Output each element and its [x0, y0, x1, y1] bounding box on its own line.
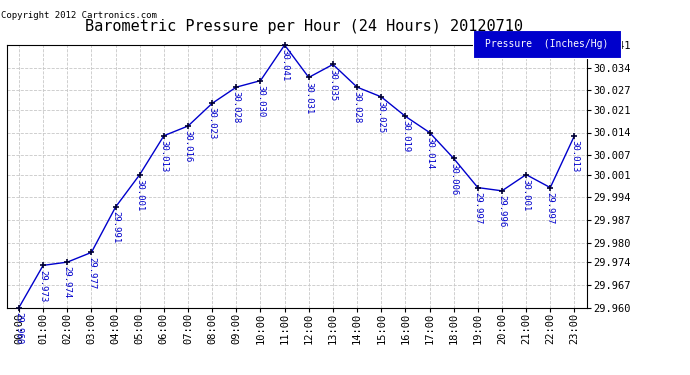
Text: Copyright 2012 Cartronics.com: Copyright 2012 Cartronics.com — [1, 11, 157, 20]
Text: 30.001: 30.001 — [135, 179, 144, 211]
Text: 30.035: 30.035 — [328, 69, 337, 101]
Text: 30.028: 30.028 — [353, 91, 362, 123]
Text: 29.997: 29.997 — [546, 192, 555, 224]
Text: 29.991: 29.991 — [111, 211, 120, 243]
Text: 30.013: 30.013 — [159, 140, 168, 172]
Text: 30.013: 30.013 — [570, 140, 579, 172]
Text: 29.977: 29.977 — [87, 256, 96, 289]
Text: Barometric Pressure per Hour (24 Hours) 20120710: Barometric Pressure per Hour (24 Hours) … — [85, 19, 522, 34]
Text: 30.041: 30.041 — [280, 49, 289, 81]
Text: 30.030: 30.030 — [256, 85, 265, 117]
Text: Pressure  (Inches/Hg): Pressure (Inches/Hg) — [485, 39, 609, 49]
Text: 30.014: 30.014 — [425, 136, 434, 169]
Text: 30.023: 30.023 — [208, 108, 217, 140]
Text: 30.028: 30.028 — [232, 91, 241, 123]
Text: 30.025: 30.025 — [377, 101, 386, 133]
Text: 30.031: 30.031 — [304, 82, 313, 114]
Text: 29.974: 29.974 — [63, 266, 72, 298]
Text: 29.996: 29.996 — [497, 195, 506, 227]
Text: 29.997: 29.997 — [473, 192, 482, 224]
Text: 30.001: 30.001 — [522, 179, 531, 211]
Text: 30.016: 30.016 — [184, 130, 193, 162]
Text: 29.960: 29.960 — [14, 312, 23, 344]
Text: 30.006: 30.006 — [449, 163, 458, 195]
Text: 29.973: 29.973 — [39, 270, 48, 302]
Text: 30.019: 30.019 — [401, 120, 410, 153]
